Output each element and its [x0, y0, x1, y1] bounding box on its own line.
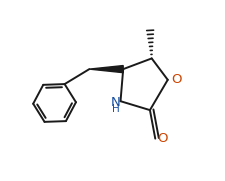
Text: N: N — [111, 96, 121, 109]
Text: H: H — [112, 104, 120, 114]
Text: O: O — [172, 73, 182, 86]
Text: O: O — [158, 132, 168, 145]
Polygon shape — [89, 66, 123, 73]
